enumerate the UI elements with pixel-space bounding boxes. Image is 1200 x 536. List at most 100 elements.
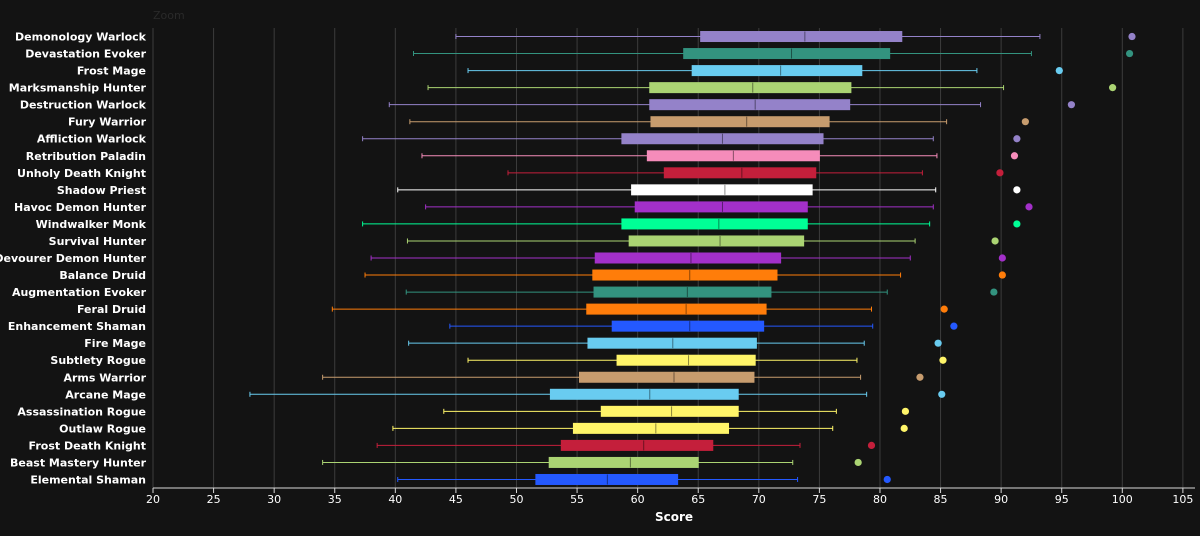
iqr-box[interactable] (649, 82, 852, 94)
box-subtlety-rogue[interactable] (467, 354, 947, 366)
box-havoc-demon-hunter[interactable] (425, 201, 1033, 213)
category-label: Havoc Demon Hunter (14, 201, 147, 214)
iqr-box[interactable] (683, 48, 891, 60)
outlier-point[interactable] (854, 458, 862, 467)
outlier-point[interactable] (998, 271, 1006, 279)
box-augmentation-evoker[interactable] (405, 286, 998, 298)
iqr-box[interactable] (621, 133, 824, 145)
box-demonology-warlock[interactable] (455, 31, 1136, 43)
outlier-point[interactable] (1013, 135, 1021, 143)
box-arms-warrior[interactable] (322, 371, 924, 383)
iqr-box[interactable] (535, 473, 679, 485)
outlier-point[interactable] (867, 441, 876, 450)
box-fury-warrior[interactable] (409, 116, 1029, 128)
iqr-box[interactable] (549, 388, 739, 400)
box-series (249, 31, 1136, 485)
x-axis-title: Score (655, 510, 693, 524)
iqr-box[interactable] (560, 439, 714, 451)
outlier-point[interactable] (938, 390, 946, 398)
iqr-box[interactable] (631, 184, 813, 196)
x-tick-label: 20 (146, 493, 160, 506)
box-unholy-death-knight[interactable] (507, 167, 1004, 179)
box-assassination-rogue[interactable] (443, 405, 910, 417)
x-tick-label: 30 (267, 493, 281, 506)
outlier-point[interactable] (900, 424, 908, 432)
iqr-box[interactable] (592, 269, 778, 281)
outlier-point[interactable] (934, 339, 942, 347)
box-beast-mastery-hunter[interactable] (322, 456, 862, 468)
box-fire-mage[interactable] (408, 337, 942, 349)
category-label: Fury Warrior (68, 116, 147, 129)
outlier-point[interactable] (1013, 186, 1021, 194)
iqr-box[interactable] (593, 286, 772, 298)
outlier-point[interactable] (940, 305, 948, 313)
box-feral-druid[interactable] (331, 303, 948, 315)
outlier-point[interactable] (1128, 32, 1136, 41)
box-shadow-priest[interactable] (397, 184, 1021, 196)
outlier-point[interactable] (1021, 118, 1029, 126)
iqr-box[interactable] (611, 320, 765, 332)
iqr-box[interactable] (548, 456, 699, 468)
box-survival-hunter[interactable] (406, 235, 999, 247)
outlier-point[interactable] (916, 373, 924, 381)
box-devastation-evoker[interactable] (413, 48, 1134, 60)
outlier-point[interactable] (990, 288, 998, 296)
box-arcane-mage[interactable] (249, 388, 946, 400)
category-label: Windwalker Monk (36, 218, 147, 231)
box-elemental-shaman[interactable] (397, 473, 891, 485)
category-label: Retribution Paladin (26, 150, 146, 163)
iqr-box[interactable] (600, 405, 739, 417)
box-windwalker-monk[interactable] (362, 218, 1021, 230)
x-tick-label: 65 (691, 493, 705, 506)
box-devourer-demon-hunter[interactable] (370, 252, 1006, 264)
zoom-label[interactable]: Zoom (153, 9, 185, 22)
iqr-box[interactable] (649, 99, 851, 111)
box-marksmanship-hunter[interactable] (427, 82, 1117, 94)
iqr-box[interactable] (700, 31, 903, 43)
outlier-point[interactable] (1125, 49, 1134, 58)
box-outlaw-rogue[interactable] (392, 422, 908, 434)
iqr-box[interactable] (578, 371, 755, 383)
outlier-point[interactable] (1010, 152, 1019, 160)
outlier-point[interactable] (1013, 220, 1021, 228)
iqr-box[interactable] (628, 235, 805, 247)
x-tick-label: 80 (873, 493, 887, 506)
outlier-point[interactable] (1109, 84, 1117, 92)
outlier-point[interactable] (996, 169, 1004, 177)
iqr-box[interactable] (663, 167, 817, 179)
outlier-point[interactable] (883, 475, 891, 484)
iqr-box[interactable] (646, 150, 820, 162)
box-retribution-paladin[interactable] (421, 150, 1019, 162)
outlier-point[interactable] (998, 254, 1006, 262)
iqr-box[interactable] (650, 116, 830, 128)
outlier-point[interactable] (991, 237, 999, 245)
category-label: Affliction Warlock (37, 133, 147, 146)
iqr-box[interactable] (586, 303, 767, 315)
box-enhancement-shaman[interactable] (449, 320, 958, 332)
iqr-box[interactable] (634, 201, 808, 213)
box-frost-death-knight[interactable] (376, 439, 876, 451)
category-label: Balance Druid (59, 269, 146, 282)
category-label: Survival Hunter (49, 235, 147, 248)
x-tick-label: 100 (1112, 493, 1133, 506)
x-tick-label: 35 (328, 493, 342, 506)
iqr-box[interactable] (616, 354, 756, 366)
box-frost-mage[interactable] (467, 65, 1063, 77)
outlier-point[interactable] (1067, 101, 1076, 109)
box-affliction-warlock[interactable] (362, 133, 1021, 145)
iqr-box[interactable] (587, 337, 757, 349)
outlier-point[interactable] (950, 322, 958, 330)
category-label: Destruction Warlock (20, 99, 147, 112)
outlier-point[interactable] (939, 356, 947, 364)
iqr-box[interactable] (594, 252, 782, 264)
iqr-box[interactable] (572, 422, 730, 434)
box-balance-druid[interactable] (364, 269, 1006, 281)
iqr-box[interactable] (691, 65, 863, 77)
box-destruction-warlock[interactable] (388, 99, 1076, 111)
iqr-box[interactable] (621, 218, 808, 230)
outlier-point[interactable] (901, 407, 910, 415)
outlier-point[interactable] (1025, 203, 1033, 211)
outlier-point[interactable] (1055, 66, 1063, 75)
category-label: Augmentation Evoker (12, 286, 147, 299)
x-tick-label: 90 (994, 493, 1008, 506)
